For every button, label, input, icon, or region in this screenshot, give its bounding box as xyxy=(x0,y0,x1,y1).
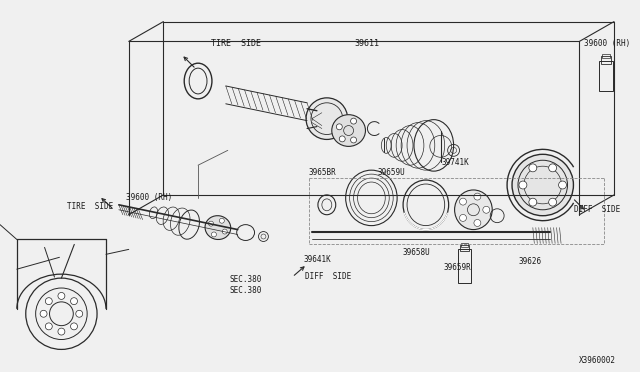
Text: TIRE  SIDE: TIRE SIDE xyxy=(211,39,261,48)
Circle shape xyxy=(460,198,467,205)
Text: 39741K: 39741K xyxy=(442,158,470,167)
Bar xyxy=(461,243,468,247)
Circle shape xyxy=(548,198,557,206)
Circle shape xyxy=(339,136,345,142)
Circle shape xyxy=(337,124,342,130)
Circle shape xyxy=(222,229,227,234)
Circle shape xyxy=(70,323,77,330)
Bar xyxy=(602,54,610,58)
Text: SEC.380: SEC.380 xyxy=(229,275,262,283)
Circle shape xyxy=(351,137,356,143)
Circle shape xyxy=(548,164,557,172)
Bar xyxy=(458,249,472,283)
Circle shape xyxy=(559,181,566,189)
Text: 39611: 39611 xyxy=(354,39,379,48)
Text: TIRE  SIDE: TIRE SIDE xyxy=(67,202,113,211)
Circle shape xyxy=(58,328,65,335)
Circle shape xyxy=(70,298,77,305)
Circle shape xyxy=(211,232,216,237)
Text: 39659R: 39659R xyxy=(444,263,472,272)
Text: 3965BR: 3965BR xyxy=(308,168,336,177)
Text: 39658U: 39658U xyxy=(402,248,430,257)
Bar xyxy=(599,61,613,91)
Ellipse shape xyxy=(332,115,365,147)
Text: X3960002: X3960002 xyxy=(579,356,616,365)
Text: 39626: 39626 xyxy=(518,257,541,266)
Ellipse shape xyxy=(454,190,492,230)
Ellipse shape xyxy=(306,98,348,140)
Ellipse shape xyxy=(512,154,573,216)
Circle shape xyxy=(460,214,467,221)
Text: 39600 (RH): 39600 (RH) xyxy=(126,193,172,202)
Circle shape xyxy=(351,118,356,124)
Bar xyxy=(601,56,611,64)
Circle shape xyxy=(483,206,490,213)
Text: 39600 (RH): 39600 (RH) xyxy=(584,39,630,48)
Text: DIFF  SIDE: DIFF SIDE xyxy=(575,205,621,214)
Text: 39641K: 39641K xyxy=(303,255,331,264)
Circle shape xyxy=(45,323,52,330)
Circle shape xyxy=(40,310,47,317)
Circle shape xyxy=(220,218,225,223)
Ellipse shape xyxy=(205,216,231,240)
Circle shape xyxy=(76,310,83,317)
Circle shape xyxy=(45,298,52,305)
Circle shape xyxy=(58,292,65,299)
Text: SEC.380: SEC.380 xyxy=(229,286,262,295)
Text: 39659U: 39659U xyxy=(378,168,405,177)
Circle shape xyxy=(529,164,537,172)
Circle shape xyxy=(209,221,214,226)
Circle shape xyxy=(474,219,481,227)
Text: DIFF  SIDE: DIFF SIDE xyxy=(305,272,351,280)
Circle shape xyxy=(519,181,527,189)
Circle shape xyxy=(474,193,481,200)
Circle shape xyxy=(529,198,537,206)
Bar xyxy=(460,246,470,251)
